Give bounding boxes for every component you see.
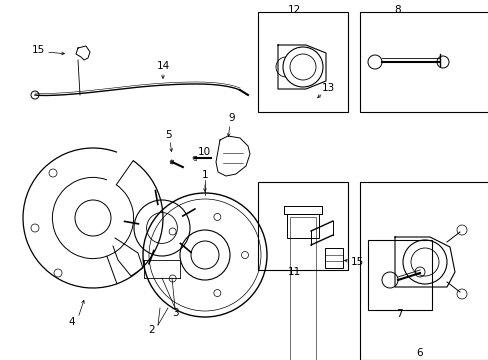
Bar [367, 240, 431, 310]
Text: 10: 10 [197, 147, 210, 157]
Bar [289, 217, 315, 360]
Text: 5: 5 [164, 130, 171, 140]
Text: 1: 1 [201, 170, 208, 180]
Text: 11: 11 [287, 267, 300, 277]
Text: 13: 13 [321, 83, 334, 93]
Bar [286, 214, 318, 238]
Text: 12: 12 [287, 5, 300, 15]
Bar [359, 182, 488, 360]
Text: 2: 2 [148, 325, 155, 335]
Text: 7: 7 [395, 309, 402, 319]
Text: 6: 6 [416, 348, 423, 358]
Text: 14: 14 [156, 61, 169, 71]
Text: 4: 4 [68, 317, 75, 327]
Bar [359, 12, 488, 112]
Text: 15: 15 [31, 45, 44, 55]
Bar [258, 182, 347, 270]
Text: 9: 9 [228, 113, 235, 123]
Bar [258, 12, 347, 112]
Text: 15: 15 [350, 257, 363, 267]
Text: 3: 3 [171, 308, 178, 318]
Bar [325, 248, 342, 268]
Text: 8: 8 [394, 5, 401, 15]
